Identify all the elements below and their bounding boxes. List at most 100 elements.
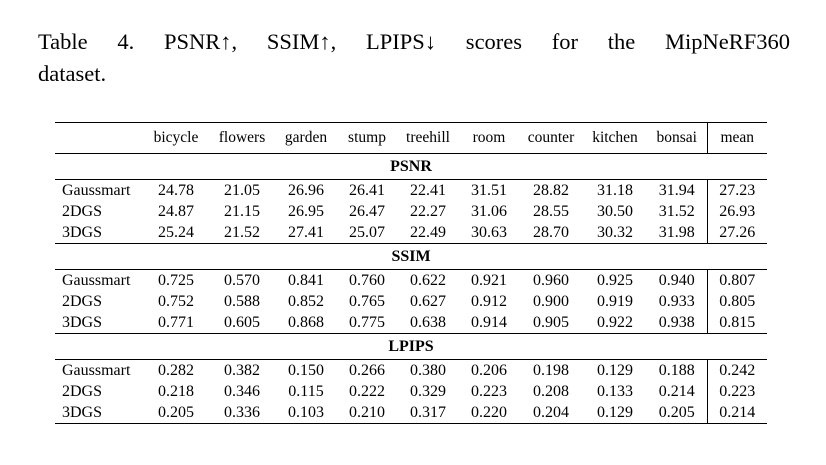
method-label: 2DGS (62, 202, 103, 220)
score-cell-kitchen: 30.32 (583, 222, 647, 244)
score-cell-treehill: 0.622 (410, 271, 446, 289)
score-cell-bicycle: 24.87 (158, 202, 194, 220)
score-cell-flowers: 0.570 (224, 271, 260, 289)
score-cell-flowers: 0.382 (224, 361, 260, 379)
method-label: Gaussmart (62, 271, 131, 289)
score-cell-flowers: 21.15 (224, 202, 260, 220)
column-header-counter: counter (519, 122, 583, 154)
score-cell-room: 0.914 (459, 312, 519, 334)
column-header-flowers: flowers (209, 122, 275, 154)
table-caption-line2: dataset. (38, 61, 107, 86)
mean-score-cell: 27.26 (706, 222, 767, 244)
mean-score-cell: 27.23 (706, 179, 767, 201)
score-cell-room: 0.220 (459, 402, 519, 424)
score-cell-kitchen: 31.18 (597, 181, 633, 199)
score-cell-kitchen: 0.922 (583, 312, 647, 334)
score-cell-kitchen: 0.925 (597, 271, 633, 289)
score-cell-counter: 0.900 (533, 292, 569, 310)
score-cell-stump: 0.765 (349, 292, 385, 310)
method-label: 3DGS (55, 312, 143, 334)
score-cell-flowers: 0.336 (209, 402, 275, 424)
score-cell-stump: 0.266 (349, 361, 385, 379)
score-cell-stump: 26.41 (349, 181, 385, 199)
data-row-psnr-3dgs: 3DGS 25.24 21.52 27.41 25.07 22.49 30.63 28.70 3… (55, 222, 767, 244)
method-label: Gaussmart (62, 361, 131, 379)
score-cell-bonsai: 0.933 (658, 292, 695, 310)
score-cell-treehill: 0.317 (397, 402, 459, 424)
data-row-ssim-3dgs: 3DGS 0.771 0.605 0.868 0.775 0.638 0.914 0.905 0… (55, 312, 767, 334)
score-cell-kitchen: 0.133 (597, 382, 633, 400)
score-cell-room: 0.206 (471, 361, 507, 379)
data-row-ssim-gaussmart: Gaussmart 0.725 0.570 0.841 0.760 0.622 0.921 0… (55, 269, 767, 291)
section-row-psnr: PSNR (55, 153, 767, 180)
score-cell-counter: 0.960 (533, 271, 569, 289)
score-cell-flowers: 0.346 (224, 382, 260, 400)
score-cell-garden: 0.852 (288, 292, 324, 310)
score-cell-counter: 28.55 (533, 202, 569, 220)
score-cell-room: 31.51 (471, 181, 507, 199)
score-cell-room: 31.06 (471, 202, 507, 220)
section-title-ssim: SSIM (55, 243, 767, 270)
method-label: 3DGS (55, 402, 143, 424)
score-cell-kitchen: 30.50 (597, 202, 633, 220)
score-cell-stump: 26.47 (349, 202, 385, 220)
score-cell-bicycle: 0.771 (143, 312, 209, 334)
column-header-treehill: treehill (397, 122, 459, 154)
column-header-mean: mean (706, 122, 767, 154)
score-cell-bonsai: 0.188 (658, 361, 695, 379)
column-header-bicycle: bicycle (143, 122, 209, 154)
data-row-lpips-3dgs: 3DGS 0.205 0.336 0.103 0.210 0.317 0.220 0.204 0… (55, 402, 767, 424)
score-cell-treehill: 22.27 (410, 202, 446, 220)
score-cell-garden: 26.96 (288, 181, 324, 199)
score-cell-bicycle: 0.752 (158, 292, 194, 310)
mean-score-cell: 0.223 (706, 381, 767, 402)
score-cell-treehill: 0.380 (410, 361, 446, 379)
data-row-ssim-2dgs: 2DGS 0.752 0.588 0.852 0.765 0.627 0.912 0.900 0… (55, 291, 767, 312)
column-header-row: bicycle flowers garden stump treehill room cou… (55, 122, 767, 154)
score-cell-garden: 0.841 (288, 271, 324, 289)
results-table: bicycle flowers garden stump treehill room cou… (55, 122, 767, 424)
mean-score-cell: 0.242 (706, 359, 767, 381)
score-cell-bonsai: 0.938 (647, 312, 707, 334)
mean-score-cell: 0.214 (706, 402, 767, 424)
score-cell-bonsai: 0.205 (647, 402, 707, 424)
column-header-bonsai: bonsai (647, 122, 707, 154)
score-cell-bonsai: 31.52 (658, 202, 695, 220)
method-label: Gaussmart (62, 181, 131, 199)
score-cell-garden: 0.103 (275, 402, 337, 424)
mean-score-cell: 0.807 (706, 269, 767, 291)
score-cell-garden: 26.95 (288, 202, 324, 220)
table-caption-line1: Table 4. PSNR↑, SSIM↑, LPIPS↓ scores for… (38, 29, 790, 54)
score-cell-flowers: 21.05 (224, 181, 260, 199)
score-cell-flowers: 0.605 (209, 312, 275, 334)
score-cell-bicycle: 0.282 (158, 361, 194, 379)
data-row-psnr-2dgs: 2DGS 24.87 21.15 26.95 26.47 22.27 31.06 28.55 3… (55, 201, 767, 222)
score-cell-stump: 0.775 (337, 312, 397, 334)
score-cell-stump: 0.210 (337, 402, 397, 424)
score-cell-room: 0.223 (471, 382, 507, 400)
score-cell-treehill: 0.638 (397, 312, 459, 334)
section-row-ssim: SSIM (55, 243, 767, 270)
score-cell-stump: 0.760 (349, 271, 385, 289)
score-cell-kitchen: 0.129 (597, 361, 633, 379)
table-caption: Table 4. PSNR↑, SSIM↑, LPIPS↓ scores for… (38, 26, 790, 90)
score-cell-counter: 28.82 (533, 181, 569, 199)
data-row-psnr-gaussmart: Gaussmart 24.78 21.05 26.96 26.41 22.41 31.51 2… (55, 179, 767, 201)
score-cell-counter: 28.70 (519, 222, 583, 244)
score-cell-treehill: 22.49 (397, 222, 459, 244)
score-cell-flowers: 0.588 (224, 292, 260, 310)
score-cell-bicycle: 0.205 (143, 402, 209, 424)
score-cell-garden: 0.150 (288, 361, 324, 379)
score-cell-counter: 0.204 (519, 402, 583, 424)
score-cell-counter: 0.198 (533, 361, 569, 379)
score-cell-room: 30.63 (459, 222, 519, 244)
table-body: PSNR Gaussmart 24.78 21.05 26.96 26.41 22.41 31… (55, 153, 767, 424)
score-cell-stump: 25.07 (337, 222, 397, 244)
section-row-lpips: LPIPS (55, 333, 767, 360)
score-cell-kitchen: 0.919 (597, 292, 633, 310)
score-cell-counter: 0.905 (519, 312, 583, 334)
score-cell-bicycle: 24.78 (158, 181, 194, 199)
score-cell-bonsai: 31.94 (658, 181, 695, 199)
method-label: 2DGS (62, 292, 103, 310)
